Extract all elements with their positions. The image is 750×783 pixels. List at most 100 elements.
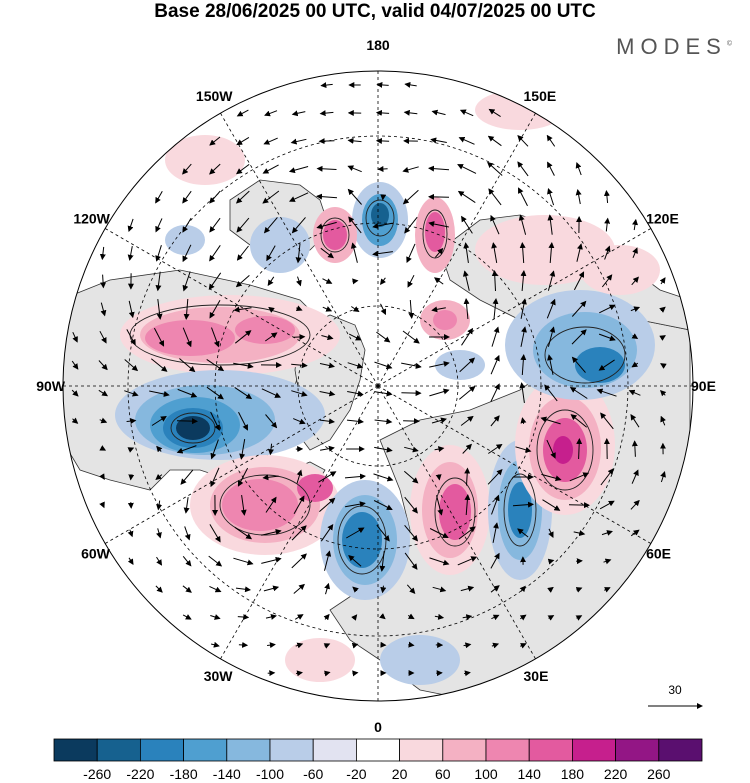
wind-vector-arrow-icon (182, 217, 192, 233)
wind-vector-arrow-icon (206, 386, 224, 400)
wind-vector-arrow-icon (291, 390, 308, 397)
wind-vector-arrow-icon (460, 415, 474, 426)
wind-vector-arrow-icon (348, 333, 362, 341)
wind-vectors (71, 81, 667, 677)
wind-vector-arrow-icon (265, 614, 277, 620)
wind-vector-arrow-icon (351, 614, 358, 621)
wind-vector-arrow-icon (127, 529, 134, 538)
wind-vector-arrow-icon (518, 187, 528, 207)
wind-vector-arrow-icon (431, 417, 447, 424)
wind-vector-arrow-icon (630, 529, 640, 537)
longitude-label: 90W (36, 378, 66, 394)
wind-vector-arrow-icon (599, 304, 616, 314)
wind-vector-arrow-icon (293, 333, 306, 340)
longitude-label: 60E (646, 546, 671, 562)
wind-vector-arrow-icon (542, 499, 561, 511)
wind-vector-arrow-icon (319, 497, 336, 512)
wind-vector-arrow-icon (72, 331, 78, 343)
wind-vector-arrow-icon (155, 473, 163, 481)
wind-vector-arrow-icon (267, 443, 274, 456)
colorbar-swatch (269, 738, 314, 762)
wind-vector-arrow-icon (238, 411, 248, 431)
wind-vector-arrow-icon (540, 416, 561, 425)
wind-vector-arrow-icon (352, 278, 359, 285)
wind-vector-arrow-icon (457, 164, 477, 174)
wind-vector-arrow-icon (209, 245, 221, 262)
wind-vector-arrow-icon (403, 470, 419, 484)
wind-vector-arrow-icon (431, 109, 446, 116)
wind-vector-arrow-icon (184, 526, 191, 541)
wind-vector-arrow-icon (573, 530, 586, 537)
colorbar-swatch (183, 738, 228, 762)
wind-vector-arrow-icon (434, 613, 445, 620)
wind-vector-arrow-icon (324, 670, 331, 677)
wind-vector-arrow-icon (380, 303, 387, 316)
colorbar-swatch (658, 738, 703, 762)
wind-vector-arrow-icon (491, 270, 498, 292)
wind-vector-arrow-icon (240, 495, 247, 516)
wind-vector-arrow-icon (291, 553, 307, 569)
wind-vector-arrow-icon (512, 501, 534, 508)
wind-vector-arrow-icon (153, 327, 165, 347)
wind-vector-arrow-icon (491, 242, 498, 263)
wind-vector-arrow-icon (261, 388, 282, 398)
wind-vector-arrow-icon (546, 134, 556, 147)
colorbar-tick-label: -220 (126, 766, 154, 782)
wind-vector-arrow-icon (209, 190, 221, 204)
wind-vector-arrow-icon (515, 446, 532, 453)
wind-vector-arrow-icon (603, 190, 610, 204)
wind-vector-arrow-icon (321, 334, 334, 341)
reference-vector: 30 (648, 683, 703, 709)
colorbar-tick-label: 220 (604, 766, 628, 782)
wind-vector-arrow-icon (320, 82, 333, 89)
wind-vector-arrow-icon (519, 242, 526, 264)
wind-vector-arrow-icon (631, 333, 639, 340)
wind-vector-arrow-icon (319, 110, 334, 117)
wind-vector-arrow-icon (127, 447, 135, 453)
wind-vector-arrow-icon (490, 383, 500, 403)
reference-vector-label: 30 (668, 683, 682, 697)
wind-vector-arrow-icon (209, 217, 221, 233)
wind-vector-arrow-icon (463, 298, 470, 320)
wind-vector-arrow-icon (599, 500, 615, 510)
wind-vector-arrow-icon (155, 191, 163, 204)
wind-vector-arrow-icon (404, 496, 418, 514)
wind-vector-arrow-icon (520, 298, 527, 319)
wind-vector-arrow-icon (547, 586, 554, 593)
wind-vector-arrow-icon (265, 332, 278, 342)
anomaly-center-bering (313, 197, 455, 273)
wind-vector-arrow-icon (155, 218, 163, 233)
wind-vector-arrow-icon (291, 525, 307, 541)
wind-vector-arrow-icon (379, 551, 386, 572)
wind-vector-arrow-icon (71, 417, 79, 424)
wind-vector-arrow-icon (126, 418, 137, 425)
wind-vector-arrow-icon (209, 524, 221, 543)
wind-vector-arrow-icon (235, 163, 250, 175)
wind-vector-arrow-icon (630, 306, 641, 313)
wind-vector-arrow-icon (347, 362, 364, 369)
wind-vector-arrow-icon (491, 642, 500, 649)
wind-vector-arrow-icon (435, 474, 442, 481)
wind-vector-arrow-icon (374, 446, 393, 453)
wind-vector-arrow-icon (631, 440, 638, 457)
wind-vector-arrow-icon (352, 670, 359, 677)
wind-vector-arrow-icon (659, 306, 666, 313)
wind-vector-arrow-icon (238, 641, 249, 648)
wind-vector-arrow-icon (519, 585, 526, 593)
wind-vector-arrow-icon (98, 360, 108, 371)
wind-vector-arrow-icon (460, 585, 475, 592)
wind-vector-arrow-icon (351, 306, 360, 313)
wind-vector-arrow-icon (268, 306, 275, 313)
longitude-label: 0 (374, 719, 382, 735)
wind-vector-arrow-icon (291, 362, 308, 369)
wind-vector-arrow-icon (183, 497, 190, 514)
wind-vector-arrow-icon (462, 614, 473, 621)
wind-vector-arrow-icon (464, 467, 471, 486)
wind-vector-arrow-icon (402, 166, 419, 173)
wind-vector-arrow-icon (127, 246, 134, 261)
colorbar-tick-label: -140 (213, 766, 241, 782)
wind-vector-arrow-icon (262, 164, 279, 174)
wind-vector-arrow-icon (571, 356, 586, 373)
wind-vector-arrow-icon (569, 386, 588, 399)
